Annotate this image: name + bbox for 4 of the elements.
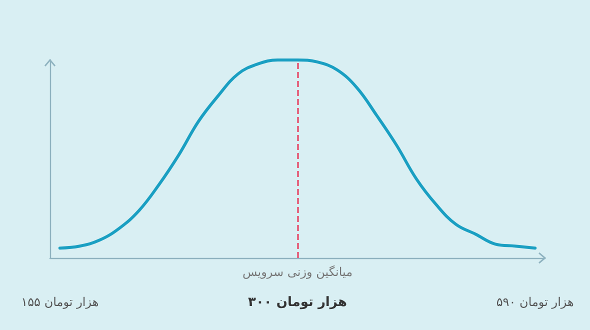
x-tick-label: ۱۵۵ هزار تومان	[21, 295, 99, 309]
ref-line-label: میانگین وزنی سرویس	[242, 265, 353, 279]
x-tick-label: ۳۰۰ هزار تومان	[248, 295, 347, 310]
x-tick-label: ۵۹۰ هزار تومان	[496, 295, 574, 309]
